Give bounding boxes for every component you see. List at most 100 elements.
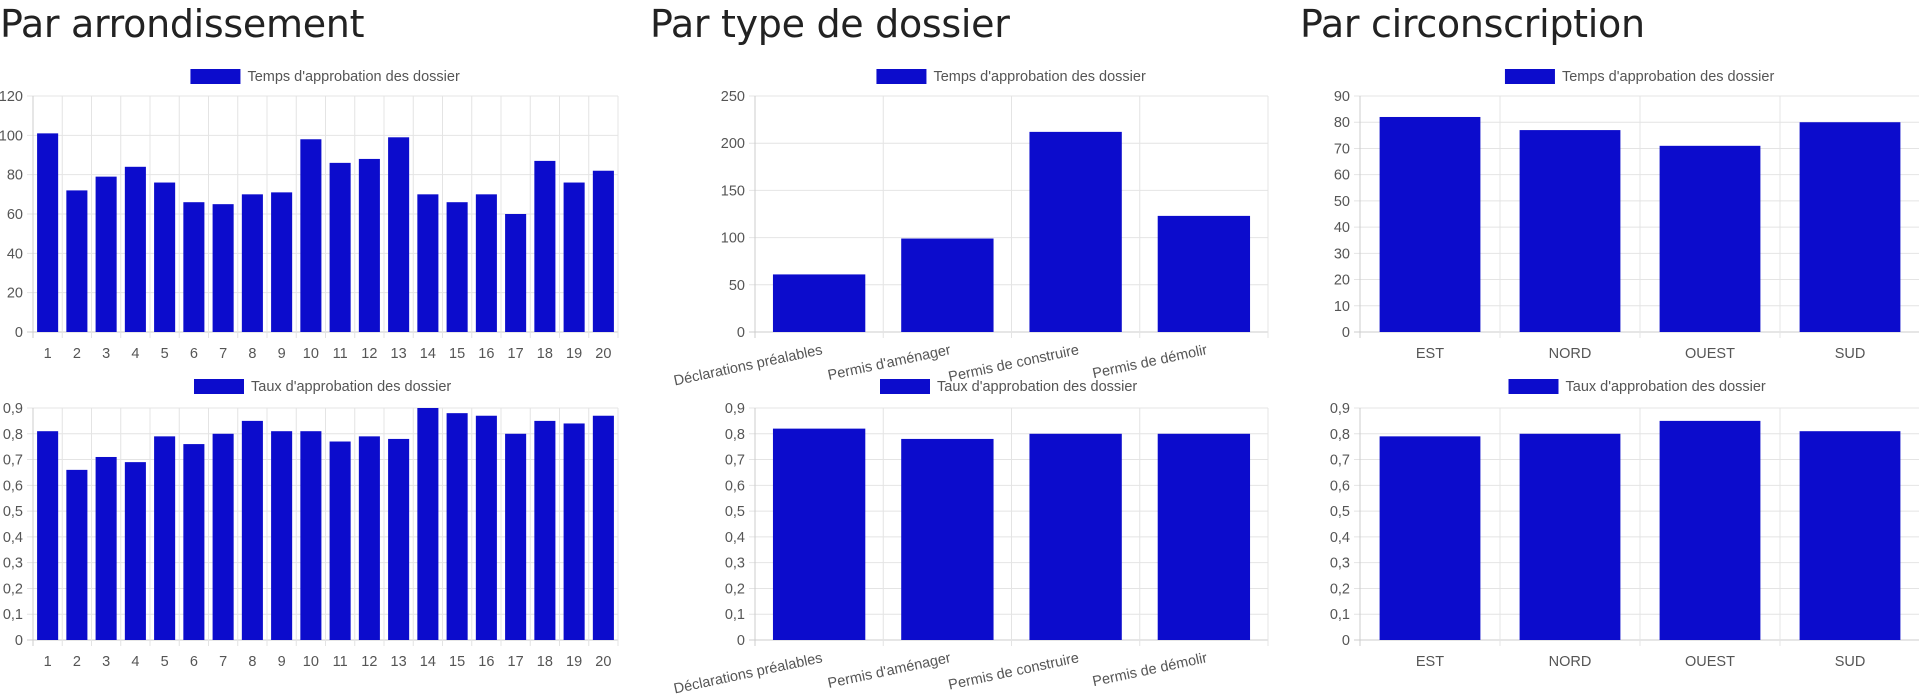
bar [1029, 433, 1122, 640]
legend-swatch [194, 379, 244, 394]
bar [1157, 215, 1251, 332]
bar [95, 176, 117, 332]
bar [505, 214, 527, 332]
bar [1379, 116, 1481, 332]
bar [475, 194, 497, 332]
bar [388, 137, 410, 332]
y-tick-label: 0,2 [725, 581, 745, 597]
legend: Taux d'approbation des dossier [1508, 379, 1766, 395]
y-tick-label: 0,2 [1330, 581, 1350, 597]
y-tick-label: 50 [729, 278, 745, 294]
bar [1029, 131, 1122, 332]
chart-taux-circonscription: Taux d'approbation des dossier 0 0,1 0,2 0,3… [1330, 379, 1919, 670]
y-tick-label: 0,3 [725, 556, 745, 572]
x-tick-label: 4 [131, 346, 139, 362]
x-tick-label: 9 [278, 346, 286, 362]
y-tick-label: 0,1 [1330, 607, 1350, 623]
x-tick-label: Permis de construire [947, 650, 1080, 693]
bar [592, 415, 614, 640]
x-tick-label: 11 [333, 654, 348, 670]
legend-swatch [880, 379, 930, 394]
y-tick-label: 0,3 [3, 556, 23, 572]
section-title: Par type de dossier [650, 2, 1010, 46]
y-tick-label: 0 [1342, 633, 1350, 649]
bar [563, 182, 585, 332]
bar [446, 202, 468, 332]
y-tick-label: 0,9 [725, 401, 745, 417]
y-tick-label: 0,5 [725, 504, 745, 520]
bar [95, 456, 117, 640]
y-tick-label: 50 [1334, 194, 1350, 210]
y-tick-label: 0,3 [1330, 556, 1350, 572]
bar [563, 423, 585, 640]
legend: Temps d'approbation des dossier [190, 69, 460, 85]
x-tick-label: 20 [595, 346, 611, 362]
x-tick-label: 9 [278, 654, 286, 670]
bar [534, 420, 556, 640]
bar [183, 202, 205, 332]
bar [300, 139, 322, 332]
legend: Temps d'approbation des dossier [1504, 69, 1775, 85]
legend-label: Taux d'approbation des dossier [251, 379, 451, 395]
y-tick-label: 150 [721, 183, 745, 199]
y-tick-label: 0,6 [1330, 478, 1350, 494]
y-tick-label: 0,9 [1330, 401, 1350, 417]
x-tick-label: 14 [420, 346, 436, 362]
legend-label: Temps d'approbation des dossier [1562, 69, 1775, 85]
bar [212, 204, 234, 332]
x-tick-label: 11 [333, 346, 348, 362]
legend: Taux d'approbation des dossier [194, 379, 451, 395]
x-tick-label: 1 [44, 654, 52, 670]
x-tick-label: 20 [595, 654, 611, 670]
bar [388, 438, 410, 640]
y-tick-label: 200 [721, 136, 745, 152]
bar [241, 420, 263, 640]
x-tick-label: 7 [219, 654, 227, 670]
x-tick-label: 8 [248, 346, 256, 362]
x-tick-label: 19 [566, 346, 582, 362]
y-tick-label: 100 [721, 231, 745, 247]
legend-label: Temps d'approbation des dossier [247, 69, 460, 85]
x-tick-label: 5 [161, 654, 169, 670]
x-tick-label: EST [1416, 654, 1444, 670]
bar [124, 462, 146, 640]
y-tick-label: 0 [15, 633, 23, 649]
bar [358, 158, 380, 332]
x-tick-label: SUD [1835, 346, 1866, 362]
y-tick-label: 0 [15, 325, 23, 341]
bar [534, 160, 556, 332]
x-tick-label: 15 [449, 346, 465, 362]
x-tick-label: SUD [1835, 654, 1866, 670]
y-tick-label: 250 [721, 89, 745, 105]
y-tick-label: 120 [0, 89, 23, 105]
y-tick-label: 0,1 [725, 607, 745, 623]
x-tick-label: Déclarations préalables [672, 650, 824, 697]
bar [417, 408, 439, 640]
y-tick-label: 20 [1334, 273, 1350, 289]
y-tick-label: 0 [737, 633, 745, 649]
x-tick-label: 12 [361, 654, 377, 670]
legend-label: Temps d'approbation des dossier [933, 69, 1146, 85]
bar [37, 133, 59, 332]
y-tick-label: 0,2 [3, 581, 23, 597]
section-title: Par circonscription [1300, 2, 1645, 46]
bar [358, 436, 380, 640]
x-tick-label: 10 [303, 654, 319, 670]
bar [772, 428, 866, 640]
y-tick-label: 80 [7, 168, 23, 184]
bar [154, 182, 176, 332]
bar [1157, 433, 1251, 640]
y-tick-label: 40 [1334, 220, 1350, 236]
bar [1519, 130, 1621, 332]
y-tick-label: 20 [7, 286, 23, 302]
x-tick-label: 16 [478, 346, 494, 362]
y-tick-label: 60 [7, 207, 23, 223]
bar [901, 238, 994, 332]
y-tick-label: 0,9 [3, 401, 23, 417]
bar [329, 441, 351, 640]
bar [212, 433, 234, 640]
x-tick-label: Permis d'aménager [826, 650, 952, 692]
bar [446, 413, 468, 640]
bar [241, 194, 263, 332]
y-tick-label: 0,8 [725, 427, 745, 443]
